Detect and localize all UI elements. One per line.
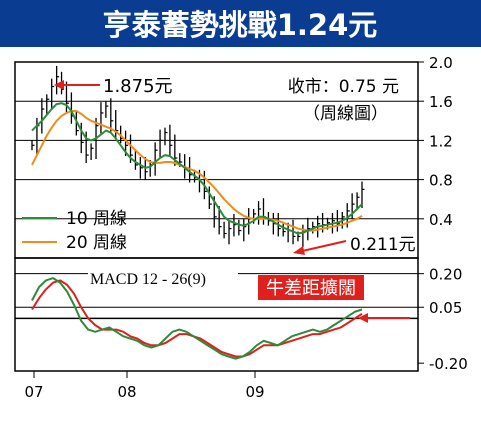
macd-label-bg	[88, 267, 238, 287]
axis-layer: 0.4 0.8 1.2 1.6 2.0 0.20 0.05 -0.20 07 08 09	[24, 54, 467, 401]
macd-y-tick-label: 0.05	[429, 299, 462, 317]
series-layer	[31, 65, 365, 360]
macd-line	[31, 277, 363, 360]
close-price-label: 收市：0.75 元	[288, 77, 399, 97]
ma10-line	[31, 102, 363, 235]
title-banner	[0, 0, 481, 47]
low-annotation: 0.211元	[293, 232, 416, 255]
price-y-tick-label: 1.6	[429, 93, 453, 111]
macd-callout-label: 牛差距擴闊	[266, 278, 356, 299]
price-y-tick-label: 1.2	[429, 132, 453, 150]
legend: 10 周線 20 周線	[22, 209, 127, 253]
low-arrow-head	[293, 246, 305, 255]
price-y-tick-label: 2.0	[429, 54, 453, 72]
macd-callout: 牛差距擴闊	[258, 275, 410, 323]
macd-callout-box	[258, 275, 364, 300]
low-label-bg	[348, 232, 410, 252]
macd-callout-arrow-head	[358, 313, 368, 323]
price-y-tick-label: 0.8	[429, 172, 453, 190]
high-price-label: 1.875元	[103, 76, 173, 97]
high-annotation: 1.875元	[54, 76, 173, 97]
low-price-label: 0.211元	[350, 235, 416, 255]
macd-panel-frame	[14, 257, 419, 372]
x-tick-label: 09	[245, 383, 264, 401]
legend-ma20-label: 20 周線	[66, 233, 127, 253]
macd-y-tick-label: 0.20	[429, 266, 462, 284]
x-tick-label: 08	[117, 383, 136, 401]
macd-indicator-label: MACD 12 - 26(9)	[90, 271, 206, 288]
macd-y-tick-label: -0.20	[429, 355, 468, 373]
high-arrow-head	[54, 80, 64, 90]
legend-ma10-label: 10 周線	[66, 209, 127, 229]
low-arrow-line	[297, 240, 347, 253]
period-label: （周線圖）	[303, 104, 388, 124]
x-tick-label: 07	[24, 383, 43, 401]
chart-title: 亨泰蓄勢挑戰1.24元	[103, 8, 378, 42]
price-y-tick-label: 0.4	[429, 211, 453, 229]
